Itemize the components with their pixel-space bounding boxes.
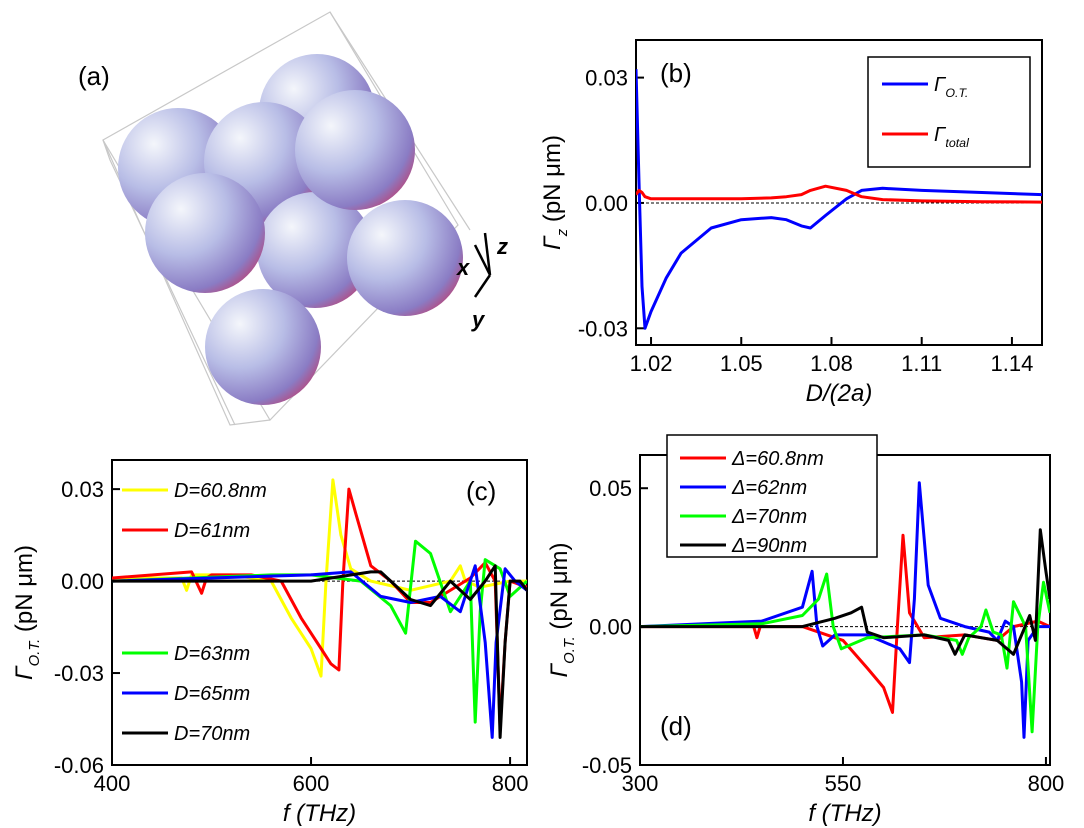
y-tick-label: 0.05	[589, 476, 632, 501]
panel-label: (c)	[466, 476, 496, 506]
series-line	[636, 69, 1042, 330]
y-tick-label: 0.03	[61, 477, 104, 502]
plot-frame	[111, 459, 528, 766]
legend-box	[867, 56, 1031, 168]
y-tick-label: -0.05	[582, 753, 632, 778]
chart-panel: 1.02 1.05 1.08 1.11 1.14 -0.03 0.00 0.03 (b) D/(2…	[539, 39, 1043, 407]
y-tick-label: 0.03	[585, 66, 628, 91]
y-axis-label: ΓO.T. (pN μm)	[11, 545, 43, 680]
x-tick-label: 300	[622, 771, 659, 796]
x-axis-label: D/(2a)	[806, 380, 873, 407]
x-axis-label: f (THz)	[283, 800, 356, 827]
y-tick-label: -0.03	[54, 661, 104, 686]
y-tick-label: 0.00	[589, 615, 632, 640]
axes-arrows	[473, 232, 492, 298]
series-line	[640, 528, 1050, 656]
series-line	[112, 478, 527, 678]
legend-label: Δ=90nm	[731, 535, 807, 557]
chart-panel: 300 550 800 -0.05 0.00 0.05 (d) f (THz) ΓO.T. (p…	[546, 434, 1065, 827]
x-tick-label: 400	[94, 771, 131, 796]
axis-y: y	[471, 307, 486, 332]
sphere	[295, 90, 415, 210]
series-line	[112, 564, 527, 739]
series-group	[636, 69, 1042, 330]
sphere	[145, 173, 265, 293]
series-line	[640, 481, 1050, 739]
sphere	[257, 192, 373, 308]
axis-x: x	[456, 255, 470, 280]
series-line	[112, 564, 527, 739]
series-group	[640, 481, 1050, 739]
legend-label: D=60.8nm	[174, 480, 267, 502]
series-line	[636, 184, 1042, 204]
x-tick-label: 800	[492, 771, 529, 796]
y-tick-label: 0.00	[585, 191, 628, 216]
y-tick-label: -0.06	[54, 753, 104, 778]
legend-label: D=63nm	[174, 643, 250, 665]
series-group	[112, 478, 527, 739]
x-tick-label: 600	[293, 771, 330, 796]
series-line	[640, 533, 1050, 714]
sphere	[347, 200, 463, 316]
x-tick-label: 1.14	[991, 351, 1034, 376]
panel-a: (a) x y z	[78, 11, 508, 426]
series-line	[640, 572, 1050, 734]
panel-label: (a)	[78, 61, 110, 91]
legend-label: Γtotal	[934, 124, 970, 150]
x-tick-label: 1.02	[630, 351, 673, 376]
x-axis-label: f (THz)	[808, 800, 881, 827]
y-tick-label: -0.03	[578, 316, 628, 341]
x-tick-label: 1.05	[720, 351, 763, 376]
legend-label: ΓO.T.	[934, 74, 968, 100]
x-tick-label: 550	[825, 771, 862, 796]
legend-label: D=65nm	[174, 683, 250, 705]
chart-panel: 400 600 800 -0.06 -0.03 0.00 0.03 (c) f (THz) ΓO.…	[11, 459, 529, 827]
legend-label: Δ=62nm	[731, 477, 807, 499]
axis-z: z	[496, 234, 508, 259]
legend-label: Δ=70nm	[731, 506, 807, 528]
sphere	[205, 289, 321, 405]
legend-label: Δ=60.8nm	[731, 448, 824, 470]
x-tick-label: 1.11	[901, 351, 942, 376]
y-axis-label: Γz (pN μm)	[539, 135, 571, 250]
panel-label: (b)	[660, 58, 692, 88]
y-tick-label: 0.00	[61, 569, 104, 594]
legend-label: D=70nm	[174, 723, 250, 745]
x-tick-label: 800	[1028, 771, 1065, 796]
x-tick-label: 1.08	[810, 351, 853, 376]
legend-box	[666, 434, 878, 558]
legend-label: D=61nm	[174, 520, 250, 542]
panel-label: (d)	[660, 711, 692, 741]
y-axis-label: ΓO.T. (pN μm)	[546, 542, 578, 677]
